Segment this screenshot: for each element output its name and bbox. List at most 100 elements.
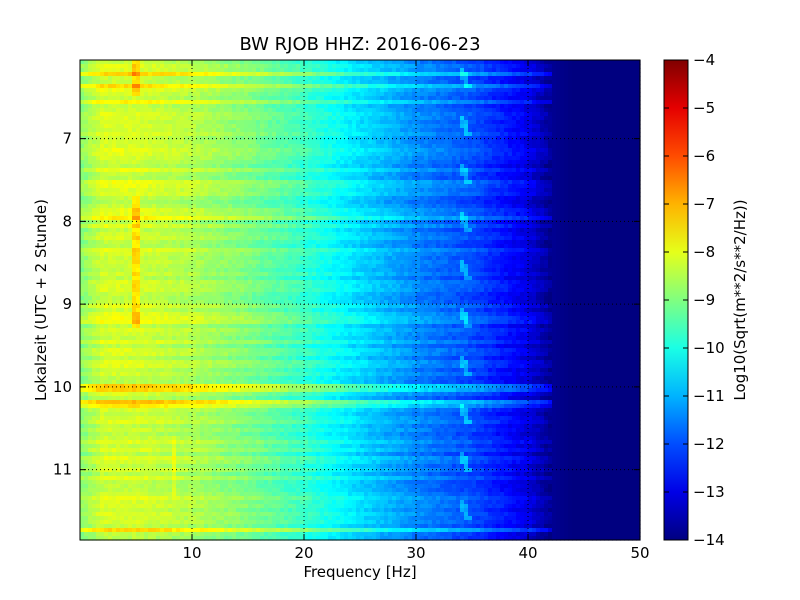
heatmap-cell — [584, 168, 589, 173]
heatmap-cell — [488, 152, 493, 157]
heatmap-cell — [628, 160, 633, 165]
heatmap-cell — [264, 64, 269, 69]
heatmap-cell — [368, 60, 373, 65]
heatmap-cell — [608, 108, 613, 113]
heatmap-cell — [328, 172, 333, 177]
heatmap-cell — [472, 152, 477, 157]
heatmap-cell — [564, 136, 569, 141]
heatmap-cell — [260, 164, 265, 169]
heatmap-cell — [560, 100, 565, 105]
heatmap-cell — [180, 124, 185, 129]
heatmap-cell — [356, 100, 361, 105]
heatmap-cell — [288, 92, 293, 97]
heatmap-cell — [280, 124, 285, 129]
heatmap-cell — [352, 200, 357, 205]
heatmap-cell — [596, 156, 601, 161]
heatmap-cell — [280, 136, 285, 141]
heatmap-cell — [328, 120, 333, 125]
heatmap-cell — [384, 64, 389, 69]
heatmap-cell — [100, 164, 105, 169]
heatmap-cell — [316, 136, 321, 141]
heatmap-cell — [284, 188, 289, 193]
heatmap-cell — [332, 120, 337, 125]
heatmap-cell — [460, 76, 465, 81]
heatmap-cell — [296, 200, 301, 205]
heatmap-cell — [172, 148, 177, 153]
heatmap-cell — [420, 124, 425, 129]
heatmap-cell — [368, 80, 373, 85]
heatmap-cell — [576, 92, 581, 97]
heatmap-cell — [348, 60, 353, 65]
heatmap-cell — [436, 108, 441, 113]
heatmap-cell — [572, 168, 577, 173]
heatmap-cell — [232, 184, 237, 189]
heatmap-cell — [480, 148, 485, 153]
heatmap-cell — [540, 192, 545, 197]
heatmap-cell — [632, 192, 637, 197]
heatmap-cell — [284, 76, 289, 81]
heatmap-cell — [568, 152, 573, 157]
heatmap-cell — [556, 180, 561, 185]
heatmap-cell — [508, 176, 513, 181]
heatmap-cell — [208, 136, 213, 141]
heatmap-cell — [532, 120, 537, 125]
heatmap-cell — [604, 144, 609, 149]
heatmap-cell — [100, 112, 105, 117]
heatmap-cell — [392, 196, 397, 201]
heatmap-cell — [616, 60, 621, 65]
heatmap-cell — [572, 60, 577, 65]
heatmap-cell — [244, 116, 249, 121]
heatmap-cell — [84, 80, 89, 85]
heatmap-cell — [420, 140, 425, 145]
heatmap-cell — [588, 128, 593, 133]
heatmap-cell — [204, 200, 209, 205]
heatmap-cell — [376, 124, 381, 129]
heatmap-cell — [404, 172, 409, 177]
heatmap-cell — [312, 176, 317, 181]
heatmap-cell — [572, 76, 577, 81]
heatmap-cell — [532, 64, 537, 69]
heatmap-cell — [436, 112, 441, 117]
heatmap-cell — [592, 144, 597, 149]
heatmap-cell — [540, 152, 545, 157]
heatmap-cell — [564, 168, 569, 173]
heatmap-cell — [312, 152, 317, 157]
heatmap-cell — [100, 64, 105, 69]
heatmap-cell — [264, 80, 269, 85]
heatmap-cell — [280, 88, 285, 93]
heatmap-cell — [596, 100, 601, 105]
heatmap-cell — [376, 116, 381, 121]
heatmap-cell — [364, 80, 369, 85]
heatmap-cell — [120, 68, 125, 73]
heatmap-cell — [552, 88, 557, 93]
heatmap-cell — [424, 160, 429, 165]
heatmap-cell — [120, 188, 125, 193]
heatmap-cell — [360, 132, 365, 137]
heatmap-cell — [448, 80, 453, 85]
heatmap-cell — [404, 132, 409, 137]
heatmap-cell — [468, 192, 473, 197]
heatmap-cell — [268, 172, 273, 177]
heatmap-cell — [484, 128, 489, 133]
heatmap-cell — [592, 164, 597, 169]
heatmap-cell — [552, 140, 557, 145]
heatmap-cell — [368, 76, 373, 81]
heatmap-cell — [604, 84, 609, 89]
heatmap-cell — [112, 124, 117, 129]
heatmap-cell — [284, 120, 289, 125]
heatmap-cell — [528, 128, 533, 133]
heatmap-cell — [228, 60, 233, 65]
heatmap-cell — [144, 192, 149, 197]
heatmap-cell — [116, 60, 121, 65]
heatmap-cell — [548, 168, 553, 173]
heatmap-cell — [328, 104, 333, 109]
heatmap-cell — [580, 64, 585, 69]
heatmap-cell — [476, 176, 481, 181]
heatmap-cell — [612, 156, 617, 161]
heatmap-cell — [88, 60, 93, 65]
heatmap-cell — [252, 116, 257, 121]
heatmap-cell — [188, 144, 193, 149]
heatmap-cell — [608, 104, 613, 109]
heatmap-cell — [596, 172, 601, 177]
heatmap-cell — [80, 120, 85, 125]
